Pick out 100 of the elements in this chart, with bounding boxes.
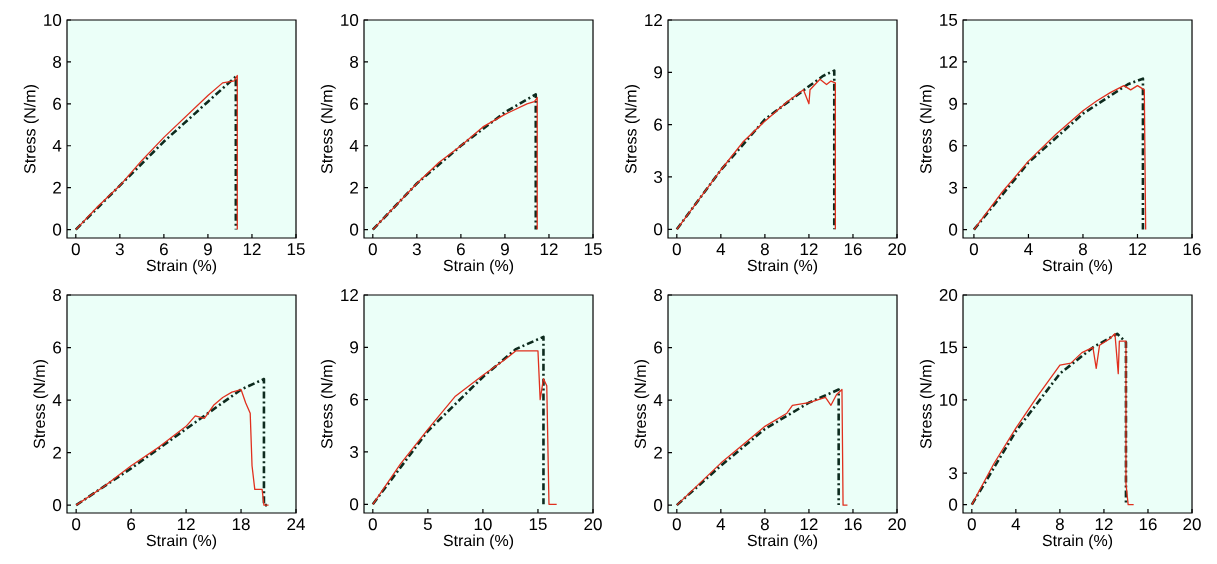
x-tick-label: 4 (1024, 243, 1033, 255)
y-tick-label: 8 (350, 55, 359, 68)
x-tick-label: 6 (127, 518, 136, 531)
x-tick-label: 20 (1183, 518, 1201, 531)
x-tick-label: 6 (160, 243, 168, 256)
x-tick-label: 0 (672, 243, 681, 256)
x-axis-title: Strain (%) (443, 534, 514, 550)
y-tick-label: 10 (940, 393, 958, 406)
x-tick-label: 12 (540, 243, 558, 256)
y-axis-title: Stress (N/m) (23, 85, 39, 174)
x-tick-label: 4 (716, 518, 726, 530)
y-tick-label: 6 (53, 97, 62, 110)
x-tick-label: 10 (474, 518, 492, 531)
x-tick-label: 0 (672, 518, 681, 531)
line-series (371, 335, 545, 506)
x-tick-label: 20 (888, 243, 906, 256)
y-tick-label: 6 (53, 341, 62, 354)
y-tick-label: 4 (52, 139, 62, 152)
y-tick-label: 9 (654, 66, 663, 79)
y-tick-label: 2 (53, 181, 61, 194)
x-tick-label: 12 (177, 518, 195, 531)
x-tick-label: 9 (203, 243, 212, 256)
x-tick-label: 15 (287, 243, 305, 256)
x-tick-label: 8 (1055, 518, 1064, 531)
x-tick-label: 12 (243, 243, 261, 256)
y-tick-label: 20 (939, 288, 958, 302)
x-tick-label: 0 (71, 243, 80, 256)
x-tick-label: 0 (368, 518, 377, 531)
y-tick-label: 4 (349, 139, 359, 152)
y-tick-label: 10 (341, 13, 359, 27)
x-tick-label: 0 (368, 243, 377, 256)
y-tick-label: 3 (949, 181, 958, 194)
x-tick-label: 12 (800, 518, 818, 531)
y-tick-label: 3 (349, 445, 359, 458)
y-tick-label: 9 (350, 341, 359, 354)
x-tick-label: 18 (232, 518, 250, 531)
y-tick-label: 8 (654, 288, 663, 302)
y-tick-label: 0 (949, 498, 958, 511)
y-tick-label: 2 (53, 446, 61, 459)
y-tick-label: 3 (654, 170, 663, 183)
x-axis-title: Strain (%) (1042, 534, 1113, 550)
y-tick-label: 6 (949, 139, 958, 152)
x-tick-label: 16 (844, 243, 862, 256)
y-axis-title: Stress (N/m) (919, 360, 935, 449)
x-axis-title: Strain (%) (747, 534, 818, 550)
x-tick-label: 24 (287, 518, 305, 531)
y-tick-label: 0 (949, 223, 958, 236)
x-tick-label: 12 (1129, 243, 1147, 256)
x-tick-label: 3 (115, 243, 124, 256)
x-tick-label: 9 (501, 243, 509, 256)
x-tick-label: 16 (1139, 518, 1157, 531)
x-tick-label: 8 (760, 518, 769, 531)
y-tick-label: 0 (53, 223, 62, 236)
x-tick-label: 4 (716, 243, 726, 255)
y-tick-label: 2 (350, 181, 358, 194)
x-tick-label: 5 (423, 518, 432, 531)
y-tick-label: 6 (654, 341, 663, 354)
x-tick-label: 3 (412, 243, 421, 256)
y-tick-label: 2 (654, 446, 662, 459)
y-tick-label: 15 (940, 341, 958, 354)
x-tick-label: 8 (1078, 243, 1087, 256)
x-tick-label: 0 (967, 518, 976, 531)
x-tick-label: 15 (529, 518, 547, 531)
x-tick-label: 0 (72, 518, 81, 531)
y-tick-label: 0 (53, 499, 62, 512)
x-tick-label: 15 (584, 243, 602, 256)
x-axis-title: Strain (%) (146, 259, 217, 275)
y-tick-label: 0 (654, 223, 663, 236)
x-tick-label: 8 (760, 243, 769, 256)
y-tick-label: 8 (53, 288, 62, 302)
y-tick-label: 12 (341, 289, 358, 301)
line-series (372, 350, 558, 505)
y-axis-title: Stress (N/m) (919, 85, 935, 174)
y-tick-label: 0 (654, 499, 663, 512)
y-tick-label: 0 (350, 223, 359, 236)
y-axis-title: Stress (N/m) (320, 360, 336, 449)
x-tick-label: 12 (800, 243, 818, 256)
y-axis-title: Stress (N/m) (33, 360, 49, 449)
y-tick-label: 3 (949, 467, 958, 480)
x-tick-label: 16 (1183, 243, 1201, 256)
y-tick-label: 6 (350, 97, 359, 110)
y-tick-label: 10 (44, 13, 62, 27)
y-tick-label: 6 (350, 393, 359, 406)
x-axis-title: Strain (%) (1042, 259, 1113, 275)
x-axis-title: Strain (%) (747, 259, 818, 275)
y-tick-label: 6 (654, 118, 663, 131)
x-tick-label: 4 (1011, 518, 1021, 530)
x-tick-label: 6 (457, 243, 465, 256)
y-axis-title: Stress (N/m) (320, 85, 336, 174)
x-axis-title: Strain (%) (443, 259, 514, 275)
x-tick-label: 0 (969, 243, 978, 256)
y-axis-title: Stress (N/m) (634, 360, 650, 449)
x-tick-label: 20 (888, 518, 906, 531)
y-tick-label: 12 (645, 14, 662, 26)
y-axis-title: Stress (N/m) (624, 85, 640, 174)
x-tick-label: 20 (584, 518, 602, 531)
y-tick-label: 9 (949, 97, 958, 110)
x-axis-title: Strain (%) (146, 534, 217, 550)
y-tick-label: 12 (940, 55, 957, 68)
y-tick-label: 8 (53, 55, 62, 68)
